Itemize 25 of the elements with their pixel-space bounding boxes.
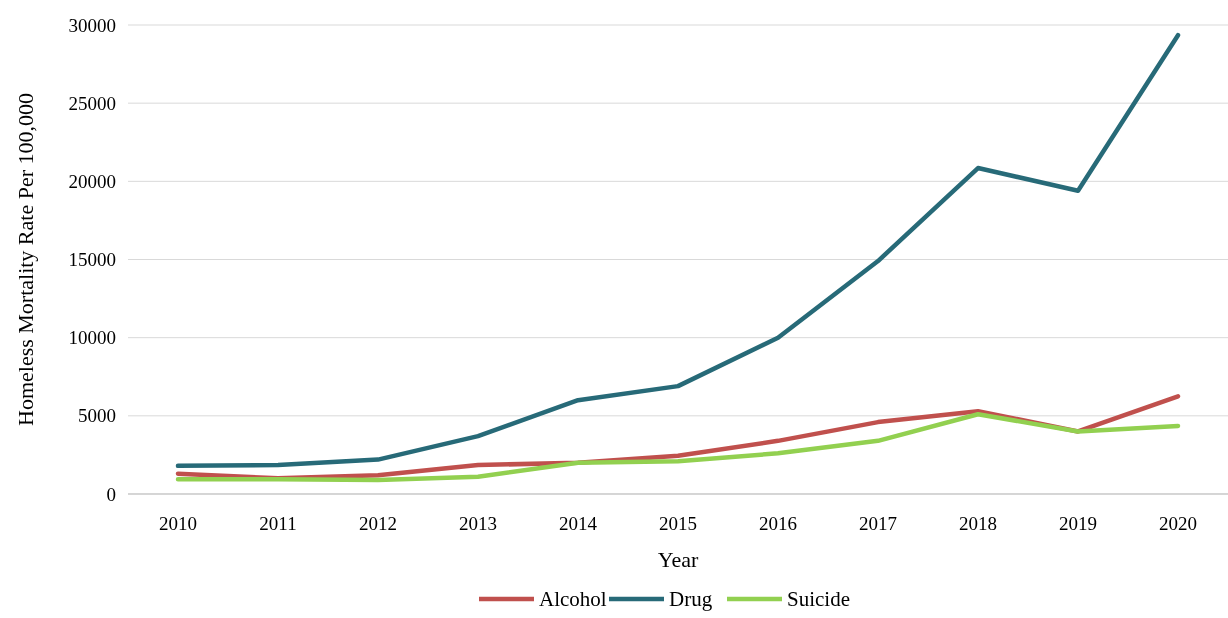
x-tick-label: 2017 xyxy=(859,513,897,534)
x-tick-label: 2012 xyxy=(359,513,397,534)
legend-label: Drug xyxy=(669,587,713,611)
x-tick-label: 2020 xyxy=(1159,513,1197,534)
y-tick-label: 10000 xyxy=(68,327,116,349)
x-tick-label: 2013 xyxy=(459,513,497,534)
y-tick-label: 5000 xyxy=(78,405,116,427)
y-tick-label: 30000 xyxy=(68,14,116,36)
legend-label: Alcohol xyxy=(539,587,607,611)
y-tick-label: 15000 xyxy=(68,249,116,271)
line-series xyxy=(175,32,1181,469)
line-series xyxy=(175,412,1181,483)
x-axis-title: Year xyxy=(657,547,699,572)
x-tick-label: 2015 xyxy=(659,513,697,534)
x-tick-label: 2016 xyxy=(759,513,797,534)
x-tick-label: 2018 xyxy=(959,513,997,534)
x-tick-label: 2014 xyxy=(559,513,598,534)
x-tick-label: 2010 xyxy=(159,513,197,534)
y-tick-label: 0 xyxy=(106,483,116,505)
y-axis-title: Homeless Mortality Rate Per 100,000 xyxy=(13,92,38,427)
y-tick-label: 25000 xyxy=(68,92,116,114)
x-tick-label: 2011 xyxy=(259,513,297,534)
legend-label: Suicide xyxy=(787,587,850,611)
y-tick-label: 20000 xyxy=(68,170,116,192)
x-tick-label: 2019 xyxy=(1059,513,1097,534)
